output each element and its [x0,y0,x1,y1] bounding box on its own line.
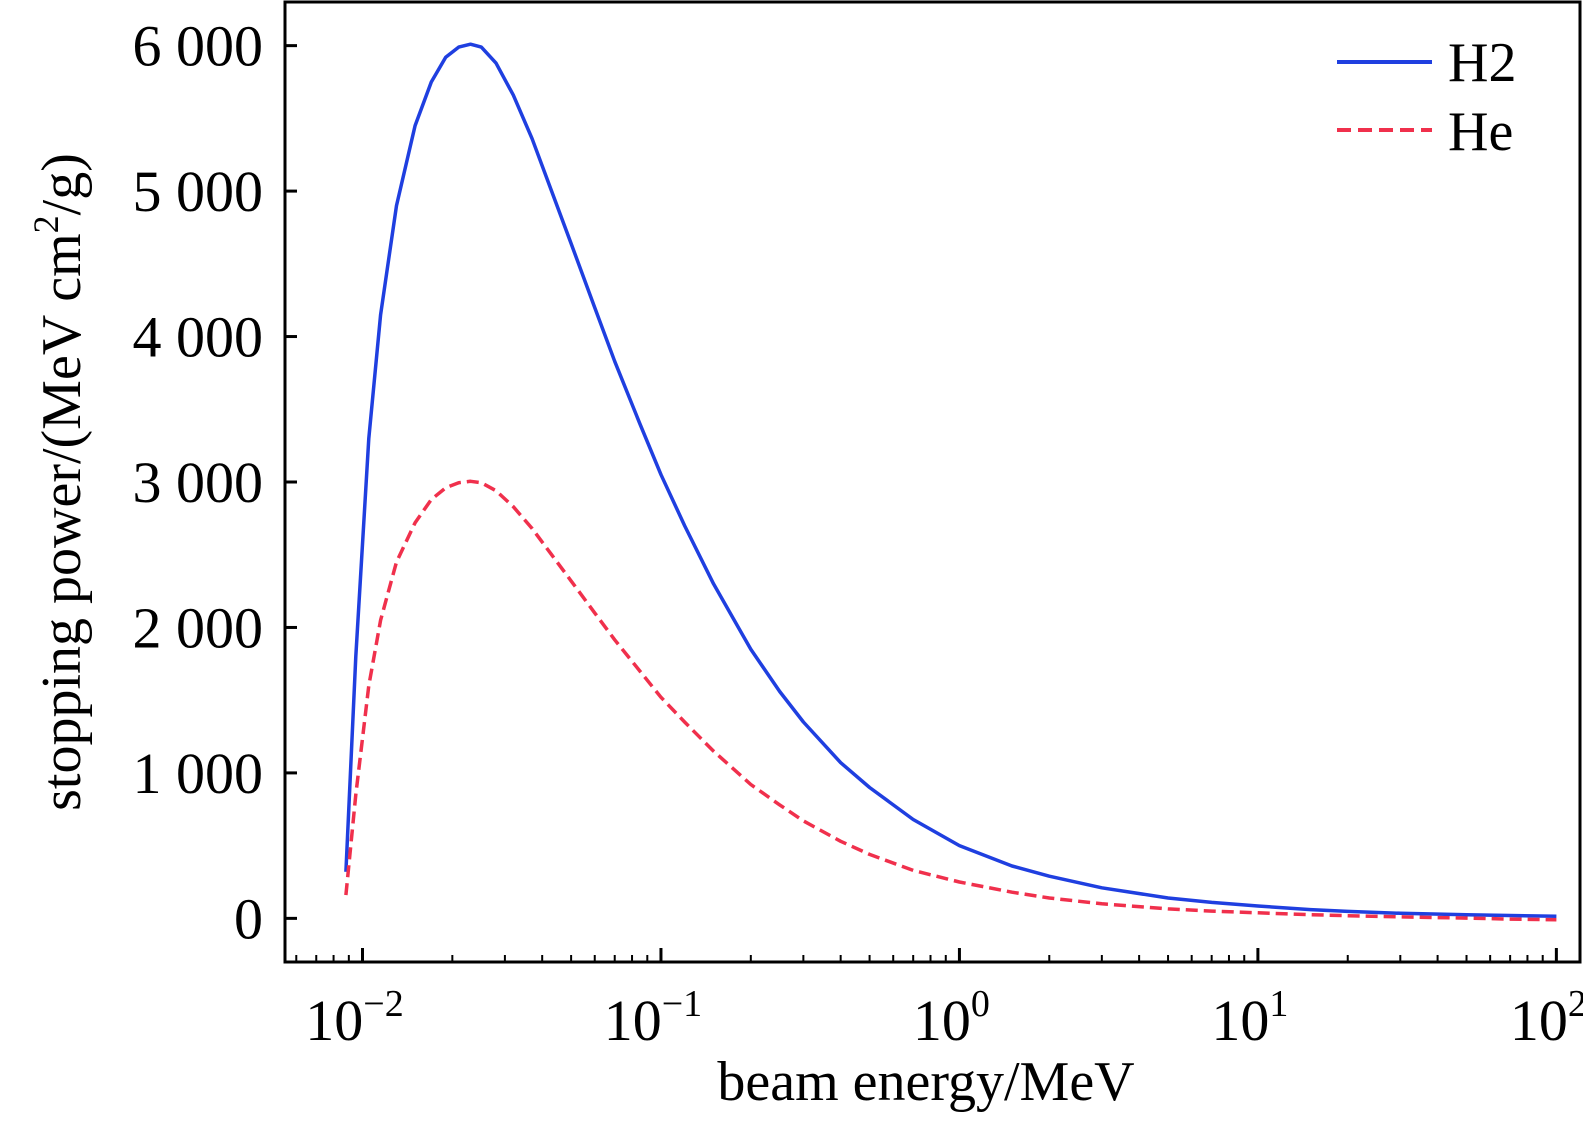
y-tick-label: 5 000 [133,159,264,224]
x-tick-label: 102 [1510,983,1583,1053]
x-tick-label: 101 [1211,983,1288,1053]
x-tick-base: 10 [604,988,662,1053]
x-tick-base: 10 [305,988,363,1053]
legend: H2 He [1337,32,1516,163]
plot-frame [283,0,1582,964]
y-tick-label: 4 000 [133,305,264,370]
x-tick-exponent: −1 [662,983,702,1025]
y-tick-label: 2 000 [133,595,264,660]
y-axis-label-suffix: /g) [31,153,93,215]
x-tick-base: 10 [1211,988,1269,1053]
y-axis-label-sup: 2 [26,215,66,233]
x-tick-label: 100 [913,983,990,1053]
y-tick-label: 3 000 [133,450,264,515]
y-axis-ticks: 0 1 000 2 000 3 000 4 000 5 000 6 000 [133,14,297,951]
x-tick-label: 10−2 [305,983,403,1053]
legend-label-h2: H2 [1448,32,1516,94]
series-line-h2 [344,42,1557,918]
x-tick-base: 10 [1510,988,1568,1053]
x-tick-base: 10 [913,988,971,1053]
x-axis-label: beam energy/MeV [717,1051,1134,1113]
x-tick-exponent: 2 [1568,983,1583,1025]
x-tick-exponent: 0 [971,983,990,1025]
legend-label-he: He [1448,101,1513,163]
x-tick-exponent: −2 [363,983,403,1025]
y-axis-label: stopping power/(MeV cm2/g) [26,153,93,811]
x-tick-label: 10−1 [604,983,702,1053]
series-line-he [344,479,1557,922]
series-layer [344,42,1557,922]
y-tick-label: 6 000 [133,14,264,79]
y-axis-label-prefix: stopping power/(MeV cm [31,233,93,811]
y-tick-label: 1 000 [133,741,264,806]
x-axis-ticks: 10−2 10−1 100 101 102 [295,948,1583,1053]
y-tick-label: 0 [234,886,263,951]
x-tick-exponent: 1 [1269,983,1288,1025]
